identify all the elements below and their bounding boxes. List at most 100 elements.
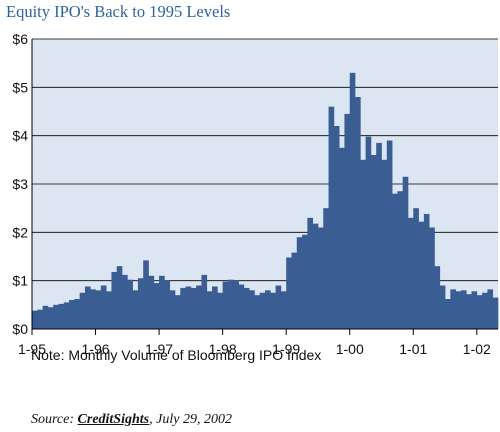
bar	[482, 292, 488, 329]
bar	[339, 147, 345, 329]
bar	[153, 283, 160, 329]
bar	[233, 280, 239, 329]
bar	[365, 136, 372, 329]
bar	[429, 227, 435, 329]
bar	[201, 274, 208, 329]
x-tick-label: 1-95	[18, 341, 46, 357]
x-tick-label: 1-00	[336, 341, 364, 357]
bar	[476, 295, 483, 329]
bar	[466, 294, 472, 329]
bar	[275, 285, 282, 329]
chart-title: Equity IPO's Back to 1995 Levels	[6, 2, 231, 21]
bar	[243, 287, 250, 329]
bar	[397, 191, 404, 329]
bar	[328, 106, 335, 329]
bar	[69, 300, 75, 329]
bar	[265, 290, 271, 329]
bar	[249, 290, 255, 329]
bar	[42, 305, 49, 329]
bar	[286, 257, 292, 329]
bar	[312, 223, 319, 329]
x-tick-label: 1-97	[145, 341, 173, 357]
bar	[238, 284, 245, 329]
source-brand: CreditSights	[77, 412, 150, 427]
y-tick-label: $4	[12, 128, 28, 144]
bar	[190, 287, 197, 329]
bar	[74, 299, 81, 329]
bar	[32, 310, 38, 329]
bar	[402, 176, 409, 329]
bar	[302, 234, 308, 329]
bar	[360, 159, 366, 329]
bar	[471, 291, 478, 329]
bar	[90, 289, 96, 329]
x-tick-label: 1-01	[399, 341, 427, 357]
bar	[392, 193, 398, 329]
bar	[423, 213, 430, 329]
bar	[174, 295, 181, 329]
y-tick-label: $5	[12, 79, 28, 95]
bar	[323, 208, 329, 329]
bar	[143, 260, 149, 329]
bar	[116, 266, 123, 329]
bar	[132, 290, 139, 329]
bar	[254, 295, 261, 329]
bar	[259, 292, 266, 329]
y-tick-label: $2	[12, 224, 28, 240]
bar	[418, 221, 425, 329]
tick-labels: $0 $1 $2 $3 $4 $5 $6 1-95 1-96 1-97 1-98 1-99 1-00 1-…	[12, 31, 491, 357]
bar	[95, 290, 102, 329]
bar	[159, 275, 165, 329]
bar	[487, 289, 494, 329]
bar	[439, 285, 446, 329]
y-tick-label: $0	[12, 321, 28, 337]
source-line: Source: CreditSights, July 29, 2002	[31, 412, 232, 428]
bar	[58, 303, 65, 329]
y-tick-label: $3	[12, 176, 28, 192]
source-prefix: Source:	[31, 412, 78, 427]
bar	[434, 266, 441, 329]
bar	[122, 274, 128, 329]
bar	[344, 113, 351, 329]
bar	[111, 271, 118, 329]
bar	[333, 126, 340, 329]
bar	[212, 286, 218, 329]
axes	[31, 39, 498, 335]
bar	[450, 289, 456, 329]
bar	[349, 72, 356, 329]
bar	[376, 142, 382, 329]
bar	[106, 291, 112, 329]
bar	[455, 291, 462, 329]
bar	[270, 292, 276, 329]
y-tick-label: $6	[12, 31, 28, 47]
bar	[217, 292, 223, 329]
bar	[445, 299, 451, 329]
bar	[317, 227, 324, 329]
bar	[222, 281, 229, 329]
bar	[100, 285, 107, 329]
bar	[296, 237, 303, 329]
bar	[63, 302, 70, 329]
bars	[32, 72, 499, 329]
bar	[386, 140, 393, 329]
bar	[355, 97, 361, 329]
bar	[164, 280, 171, 329]
bar	[127, 279, 133, 329]
bar	[280, 291, 287, 329]
bar	[492, 297, 499, 329]
x-tick-label: 1-99	[272, 341, 300, 357]
x-tick-label: 1-96	[82, 341, 110, 357]
bar	[413, 208, 419, 329]
bar	[407, 217, 414, 329]
bar	[47, 307, 54, 329]
bar	[381, 159, 388, 329]
bar	[169, 290, 176, 329]
bar	[79, 292, 86, 329]
bar	[370, 155, 377, 329]
bar	[53, 304, 59, 329]
bar-chart: $0 $1 $2 $3 $4 $5 $6 1-95 1-96 1-97 1-98 1-99 1-00 1-…	[12, 31, 499, 357]
bar	[180, 287, 186, 329]
bar	[148, 275, 155, 329]
bar	[460, 290, 467, 329]
y-tick-label: $1	[12, 273, 28, 289]
